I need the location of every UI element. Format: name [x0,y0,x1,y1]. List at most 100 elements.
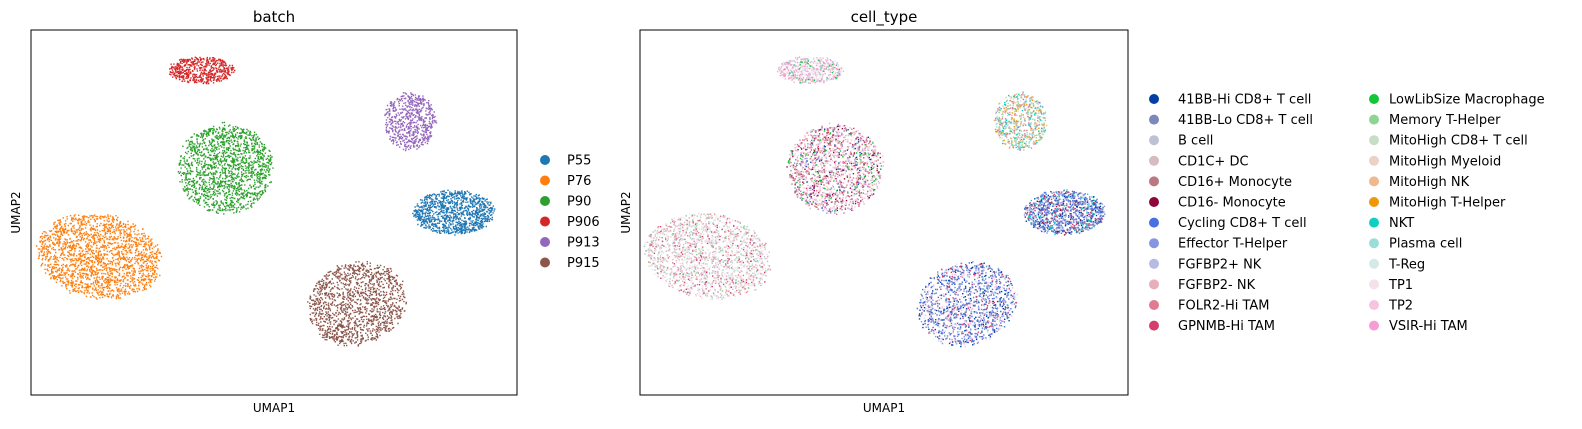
legend-item-41bb-lo-cd8-t-cell: 41BB-Lo CD8+ T cell [1149,113,1313,128]
scatter-points-p913 [384,92,438,152]
legend-item-tp1: TP1 [1369,278,1413,293]
legend-marker [1149,300,1159,310]
legend-marker [540,175,550,186]
legend-marker [1369,238,1379,249]
legend-label: P76 [567,174,591,189]
legend-item-p55: P55 [540,154,591,169]
legend-item-fgfbp2-nk: FGFBP2+ NK [1149,257,1262,272]
legend-item-p90: P90 [540,195,591,210]
legend-marker [1149,258,1159,269]
legend-marker [1369,320,1379,331]
legend-item-plasma-cell: Plasma cell [1369,237,1462,252]
legend-label: P913 [567,236,600,251]
scatter-points-p90 [177,121,274,215]
scatter-points-p76 [36,214,163,300]
scatter-points-gpnmb-hi-tam [650,125,1104,342]
scatter-points-p55 [412,189,496,236]
scatter-points-p906 [169,56,236,85]
legend-label: Plasma cell [1389,237,1462,252]
legend-label: VSIR-Hi TAM [1389,319,1468,334]
batch-umap-panel: batch UMAP1 UMAP2 P55 P76 P90 P906 P913 P915 [9,8,600,415]
legend-label: MitoHigh NK [1389,175,1470,190]
legend-label: P915 [567,256,600,271]
scatter-points-41bb-lo-cd8-t-cell [919,96,1102,345]
legend-label: Cycling CD8+ T cell [1178,216,1307,231]
legend-marker [1149,279,1159,290]
legend-item-t-reg: T-Reg [1369,257,1425,272]
legend-label: CD16- Monocyte [1178,196,1286,211]
legend-marker [1369,300,1379,310]
series-p76 [36,214,163,300]
scatter-points-vsir-hi-tam [778,56,843,84]
legend-label: LowLibSize Macrophage [1389,93,1545,108]
legend-item-nkt: NKT [1369,216,1414,231]
series-p915 [307,261,407,347]
legend-marker [540,216,550,227]
legend-marker [1369,176,1379,187]
legend-label: B cell [1178,134,1213,149]
legend-item-p906: P906 [540,215,600,230]
legend-item-mitohigh-nk: MitoHigh NK [1369,175,1470,190]
legend-item-folr2-hi-tam: FOLR2-Hi TAM [1149,299,1270,314]
scatter-points-memory-t-helper [645,93,1047,292]
legend-item-mitohigh-t-helper: MitoHigh T-Helper [1369,196,1506,211]
legend-marker [1149,94,1159,104]
legend-label: 41BB-Hi CD8+ T cell [1178,93,1311,108]
legend-label: TP2 [1388,299,1413,314]
legend-item-lowlibsize-macrophage: LowLibSize Macrophage [1369,93,1545,108]
legend-label: MitoHigh CD8+ T cell [1389,134,1528,149]
legend-label: P55 [567,154,591,169]
legend-marker [540,155,550,165]
legend-marker [1149,197,1159,207]
legend-marker [1369,155,1379,166]
cell-type-umap-panel: cell_type UMAP1 UMAP2 41BB-Hi CD8+ T cel… [619,8,1545,415]
legend-label: MitoHigh T-Helper [1389,196,1506,211]
scatter-points-effector-t-helper [790,127,1106,345]
legend-marker [1369,279,1379,290]
batch-point-layer [36,56,496,347]
legend-marker [1149,155,1159,166]
series-p55 [412,189,496,236]
series-p906 [169,56,236,85]
legend-label: P90 [567,195,591,210]
scatter-points-tp1 [644,57,842,301]
legend-marker [1369,114,1379,125]
legend-item-gpnmb-hi-tam: GPNMB-Hi TAM [1149,319,1275,334]
legend-label: CD16+ Monocyte [1178,175,1292,190]
batch-chart-title: batch [253,8,295,26]
scatter-points-mitohigh-myeloid [995,95,1043,147]
legend-marker [1369,135,1379,146]
legend-item-memory-t-helper: Memory T-Helper [1369,113,1501,128]
legend-label: FGFBP2- NK [1178,278,1256,293]
legend-label: MitoHigh Myeloid [1389,154,1501,169]
legend-label: 41BB-Lo CD8+ T cell [1178,113,1313,128]
legend-label: T-Reg [1388,257,1425,272]
legend-label: TP1 [1388,278,1413,293]
legend-item-b-cell: B cell [1149,134,1213,149]
legend-marker [540,196,550,206]
legend-marker [1149,320,1159,331]
legend-item-cd1c-dc: CD1C+ DC [1149,154,1249,169]
legend-marker [540,257,550,268]
cell-type-x-axis-label: UMAP1 [863,401,905,415]
legend-label: FOLR2-Hi TAM [1178,299,1270,314]
scatter-points-p915 [307,261,407,347]
legend-marker [1369,217,1379,228]
legend-label: P906 [567,215,600,230]
legend-item-p915: P915 [540,256,600,271]
legend-item-effector-t-helper: Effector T-Helper [1149,237,1288,252]
legend-label: Memory T-Helper [1389,113,1501,128]
scatter-points-folr2-hi-tam [646,91,1046,296]
legend-marker [1369,197,1379,207]
legend-item-p913: P913 [540,236,600,251]
legend-marker [1149,238,1159,249]
legend-item-mitohigh-cd8-t-cell: MitoHigh CD8+ T cell [1369,134,1528,149]
batch-x-axis-label: UMAP1 [253,401,295,415]
scatter-points-b-cell [643,58,839,300]
legend-label: GPNMB-Hi TAM [1178,319,1275,334]
legend-item-fgfbp2-nk: FGFBP2- NK [1149,278,1256,293]
legend-item-p76: P76 [540,174,591,189]
legend-item-41bb-hi-cd8-t-cell: 41BB-Hi CD8+ T cell [1149,93,1311,108]
legend-marker [1149,217,1159,228]
legend-item-cd16-monocyte: CD16+ Monocyte [1149,175,1292,190]
